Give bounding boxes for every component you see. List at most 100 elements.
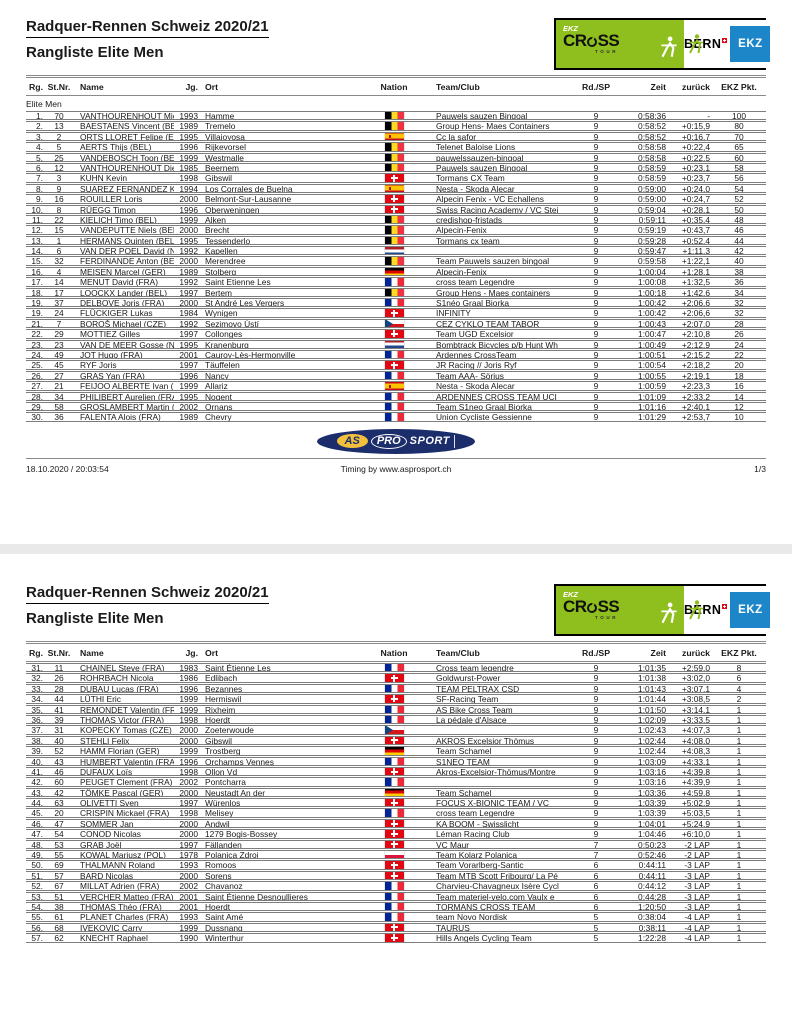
team-cell: TORMANS CROSS TEAM xyxy=(436,902,536,911)
results-table-page1: 1. 70 VANTHOURENHOUT Michael 1993 Hamme … xyxy=(26,111,766,422)
nation-cell xyxy=(370,299,418,307)
town-cell: Kapellen xyxy=(205,247,238,255)
team-cell: Alpecin-Fenix xyxy=(436,267,487,276)
birth-year-cell: 2000 xyxy=(179,830,198,838)
nation-flag-icon xyxy=(384,695,404,703)
rank-cell: 23. xyxy=(31,340,43,348)
nation-cell xyxy=(370,132,418,141)
birth-year-cell: 2000 xyxy=(179,257,198,265)
bib-number-cell: 31 xyxy=(54,726,64,734)
nation-cell xyxy=(370,871,418,880)
town-cell: Melisey xyxy=(205,809,234,817)
col-header-nation: Nation xyxy=(380,82,408,92)
town-cell: Ornans xyxy=(205,402,233,411)
laps-cell: 9 xyxy=(593,684,599,693)
time-cell: 0:59:28 xyxy=(638,236,666,245)
nation-flag-icon xyxy=(384,382,404,390)
laps-cell: 5 xyxy=(593,913,599,921)
points-cell: 38 xyxy=(734,267,744,276)
nation-cell xyxy=(370,143,418,151)
col-header-pkt: EKZ Pkt. xyxy=(721,648,757,658)
time-cell: 1:03:39 xyxy=(638,799,666,807)
bib-number-cell: 47 xyxy=(54,819,64,828)
rank-cell: 15. xyxy=(31,257,43,265)
nation-cell xyxy=(370,257,418,265)
town-cell: St André Les Vergers xyxy=(205,299,285,307)
town-cell: Hoerdt xyxy=(205,715,231,724)
result-row: 48. 53 GRAB Joël 1997 Fällanden VC Maur … xyxy=(26,839,766,850)
points-cell: 44 xyxy=(734,236,744,245)
nation-cell xyxy=(370,267,418,276)
birth-year-cell: 1989 xyxy=(179,267,198,276)
nation-flag-icon xyxy=(384,132,404,141)
team-cell: Goldwurst-Power xyxy=(436,674,501,682)
result-row: 37. 31 KOPECKY Tomas (CZE) 2000 Zoeterwo… xyxy=(26,725,766,735)
time-cell: 1:01:35 xyxy=(638,664,666,672)
rank-cell: 19. xyxy=(31,309,43,317)
laps-cell: 9 xyxy=(593,402,599,411)
team-cell xyxy=(418,247,578,254)
time-cell: 0:59:11 xyxy=(638,215,666,224)
swiss-flag-icon xyxy=(722,603,728,609)
nation-cell xyxy=(370,382,418,390)
town-cell: Stolberg xyxy=(205,267,237,276)
points-cell: 50 xyxy=(734,205,744,213)
rank-cell: 9. xyxy=(36,195,43,203)
town-cell: Belmont-Sur-Lausanne xyxy=(205,195,292,203)
rank-cell: 24. xyxy=(31,350,43,359)
points-cell: 28 xyxy=(734,319,744,328)
rider-name-cell: HERMANS Quinten (BEL) xyxy=(80,236,174,245)
nation-flag-icon xyxy=(384,184,404,193)
team-cell: SF-Racing Team xyxy=(436,695,499,703)
rider-name-cell: GRAS Yan (FRA) xyxy=(80,371,145,380)
result-row: 47. 54 CONOD Nicolas 2000 1279 Bogis-Bos… xyxy=(26,829,766,839)
gap-cell: +0:35,4 xyxy=(681,215,710,224)
result-row: 41. 46 DUFAUX Loïs 1998 Ollon Vd Akros-E… xyxy=(26,766,766,777)
town-cell: Hoerdt xyxy=(205,902,231,911)
points-cell: 1 xyxy=(736,882,742,890)
laps-cell: 9 xyxy=(593,705,599,713)
laps-cell: 9 xyxy=(593,122,599,130)
nation-cell xyxy=(370,330,418,338)
birth-year-cell: 2001 xyxy=(179,350,198,359)
nation-cell xyxy=(370,705,418,713)
rank-cell: 47. xyxy=(31,830,43,838)
cyclist-icon xyxy=(661,36,677,58)
town-cell: Kranenburg xyxy=(205,340,249,348)
rank-cell: 52. xyxy=(31,882,43,890)
laps-cell: 9 xyxy=(593,132,599,141)
nation-flag-icon xyxy=(384,736,404,745)
nation-cell xyxy=(370,174,418,182)
team-cell: CEZ CYKLO TEAM TABOR xyxy=(436,319,540,328)
time-cell: 0:59:04 xyxy=(638,205,666,213)
cyclist-icon xyxy=(689,600,703,620)
team-cell: Nesta - Skoda Alecar xyxy=(436,382,515,390)
points-cell: 1 xyxy=(736,747,742,755)
time-cell: 1:01:16 xyxy=(638,402,666,411)
birth-year-cell: 1995 xyxy=(179,132,198,141)
points-cell: 40 xyxy=(734,257,744,265)
town-cell: Gibswil xyxy=(205,174,232,182)
rider-name-cell: JOT Hugo (FRA) xyxy=(80,350,143,359)
nation-cell xyxy=(370,902,418,911)
rank-cell: 30. xyxy=(31,413,43,421)
nation-cell xyxy=(370,402,418,411)
birth-year-cell: 1999 xyxy=(179,923,198,932)
time-cell: 1:00:42 xyxy=(638,299,666,307)
laps-cell: 9 xyxy=(593,413,599,421)
gap-cell: +2:59,0 xyxy=(681,664,710,672)
points-cell: 1 xyxy=(736,736,742,745)
laps-cell: 9 xyxy=(593,664,599,672)
asprosport-pro: PRO xyxy=(370,433,407,449)
bib-number-cell: 9 xyxy=(56,184,62,193)
result-row: 30. 36 FALENTA Alois (FRA) 1989 Chevry U… xyxy=(26,412,766,422)
nation-cell xyxy=(370,726,418,734)
nation-cell xyxy=(370,747,418,755)
result-row: 4. 5 AERTS Thijs (BEL) 1996 Rijkevorsel … xyxy=(26,142,766,152)
nation-cell xyxy=(370,923,418,932)
laps-cell: 9 xyxy=(593,143,599,151)
rider-name-cell: CRISPIN Mickael (FRA) xyxy=(80,809,170,817)
laps-cell: 9 xyxy=(593,695,599,703)
nation-cell xyxy=(370,778,418,786)
gap-cell: +1:22,1 xyxy=(681,257,710,265)
